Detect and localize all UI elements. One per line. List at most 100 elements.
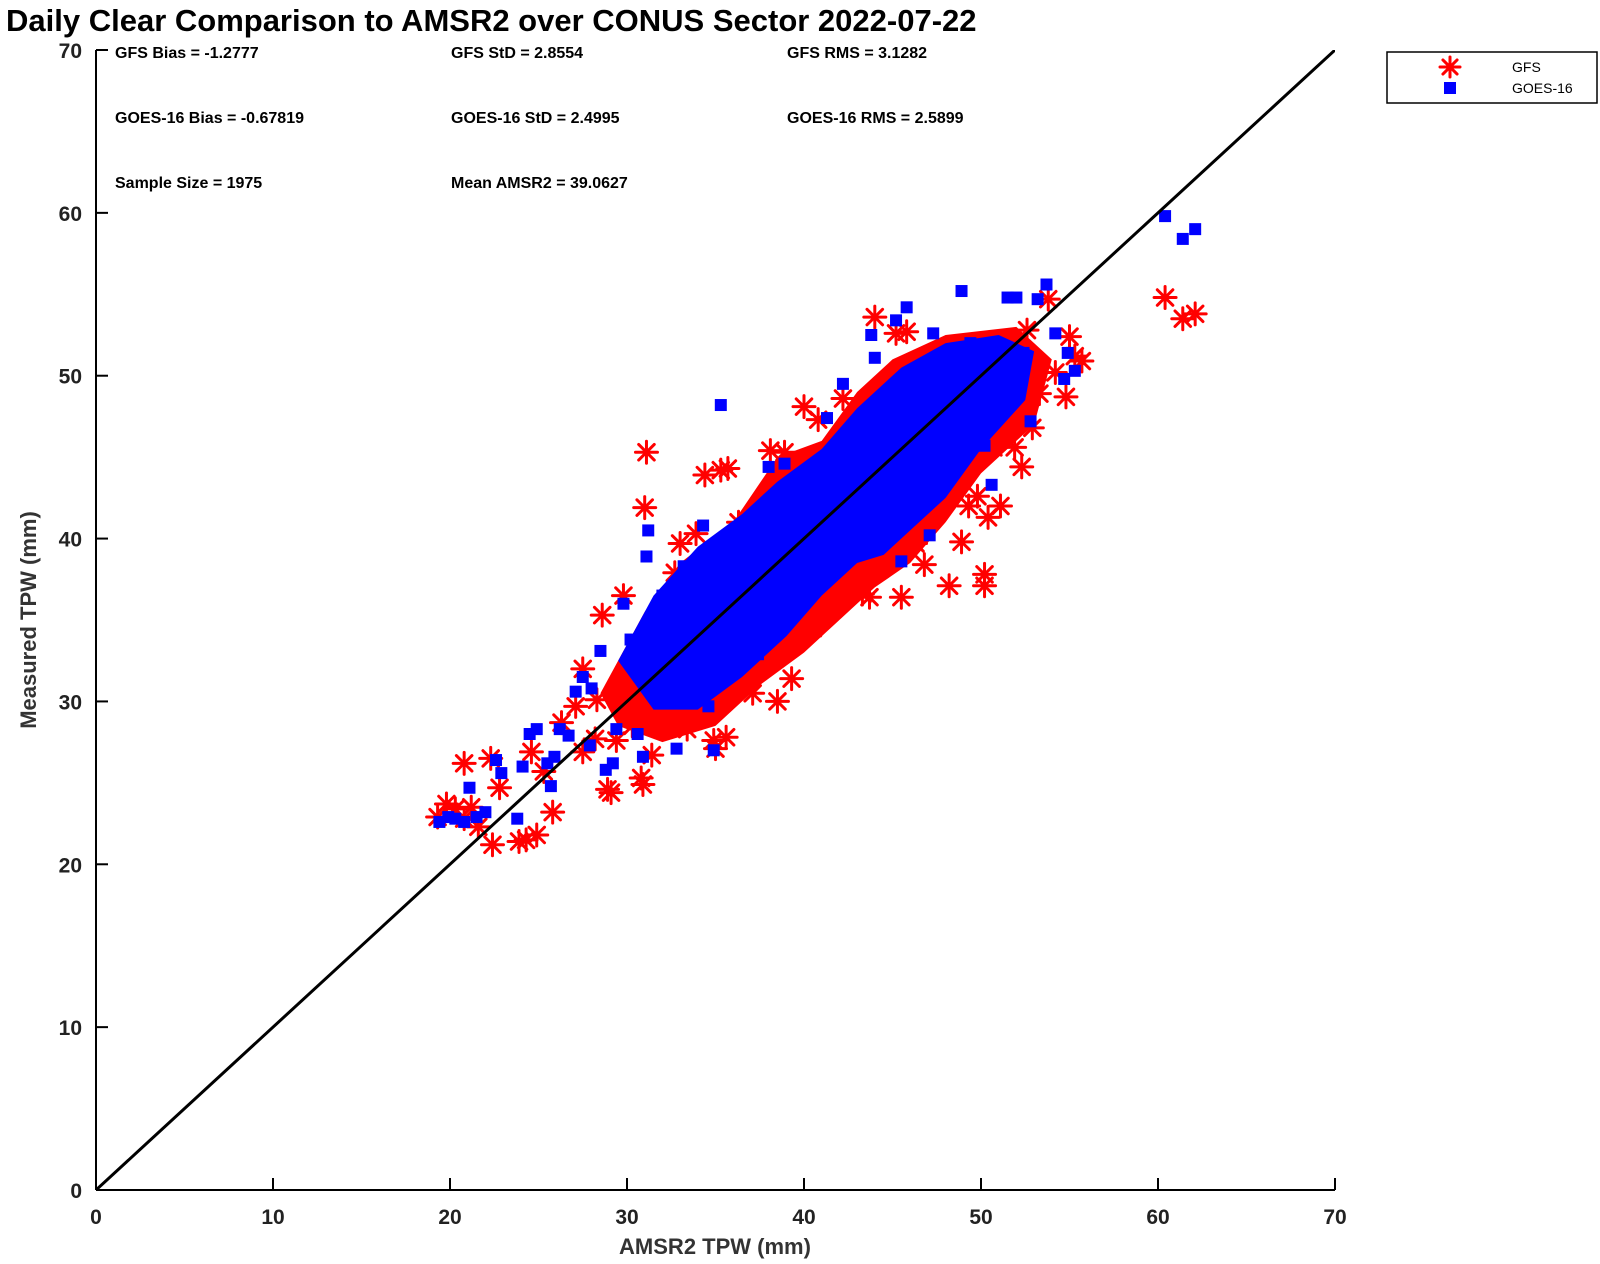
goes-16-point [727,583,740,596]
gfs-point [715,456,741,482]
stat-annotation: GFS StD = 2.8554 [451,45,583,62]
gfs-point [936,573,962,599]
goes-16-point [1061,346,1074,359]
y-tick-label: 0 [70,1180,82,1203]
goes-16-point [978,439,991,452]
x-tick-label: 70 [1323,1206,1346,1229]
goes-16-point [594,644,607,657]
goes-16-point [732,535,745,548]
gfs-point [862,304,888,330]
gfs-point [692,462,718,488]
legend[interactable]: GFS GOES-16 [1386,51,1598,104]
gfs-point [987,493,1013,519]
goes-16-point [1010,291,1023,304]
stat-annotation: GFS RMS = 3.1282 [787,45,927,62]
goes-16-point [458,815,471,828]
x-tick-label: 40 [792,1206,815,1229]
one-to-one-reference-line [96,50,1335,1190]
goes-16-point [511,812,524,825]
gfs-point [518,739,544,765]
gfs-point [524,822,550,848]
gfs-point [764,688,790,714]
gfs-point [451,750,477,776]
chart-title: Daily Clear Comparison to AMSR2 over CON… [6,3,977,38]
stat-annotation: Mean AMSR2 = 39.0627 [451,175,628,192]
gfs-point [740,680,766,706]
goes-16-point [479,806,492,819]
goes-16-point [806,514,819,527]
gfs-point [630,771,656,797]
goes-16-point [923,529,936,542]
y-axis: 0 10 20 30 40 50 60 70 [59,40,108,1203]
goes-16-point [617,597,630,610]
x-tick-label: 50 [969,1206,992,1229]
goes-16-point [642,524,655,537]
goes-16-point [812,565,825,578]
goes-16-point [829,470,842,483]
y-axis-label: Measured TPW (mm) [16,511,41,729]
gfs-point [598,780,624,806]
gfs-point [949,529,975,555]
statistics-annotations: GFS Bias = -1.2777 GFS StD = 2.8554 GFS RM… [115,45,964,192]
goes-16-point [1031,293,1044,306]
gfs-point [1057,324,1082,350]
goes-16-point [544,780,557,793]
gfs-point [972,573,998,599]
x-tick-label: 60 [1146,1206,1169,1229]
gfs-point [479,832,505,858]
goes-16-point [1176,232,1189,245]
goes-16-point [495,767,508,780]
x-tick-label: 10 [261,1206,284,1229]
goes-16-point [844,508,857,521]
stat-annotation: GOES-16 Bias = -0.67819 [115,110,304,127]
gfs-point [540,799,566,825]
gfs-point [830,386,856,412]
goes-16-point [691,662,704,675]
legend-box [1386,51,1598,104]
gfs-point [812,602,838,628]
gfs-point [1182,301,1208,327]
y-tick-label: 10 [59,1017,82,1040]
legend-gfs-marker [1438,55,1462,79]
goes-16-point [714,399,727,412]
goes-16-point [778,457,791,470]
goes-16-point [944,394,957,407]
gfs-point [667,530,693,556]
stat-annotation: Sample Size = 1975 [115,175,262,192]
gfs-point [1152,285,1178,311]
legend-gfs-label: GFS [1512,59,1541,75]
gfs-point [856,584,882,610]
gfs-point [1026,381,1052,407]
goes-16-point [865,329,878,341]
x-axis: 0 10 20 30 40 50 60 70 [90,1178,1347,1229]
goes-16-point [985,478,998,491]
gfs-point [1014,317,1040,343]
goes-16-point [992,368,1005,381]
goes-16-point [610,723,623,736]
goes-16-point [702,700,715,713]
goes-16-point [677,560,690,573]
gfs-point [632,495,658,521]
goes-16-point [585,682,598,695]
goes-16-point [530,723,543,736]
gfs-point [563,693,589,719]
goes-16-point [682,697,695,710]
gfs-point [894,319,920,345]
goes-16-point [1049,327,1062,340]
gfs-point [975,504,1001,530]
goes-16-point [792,591,805,604]
goes-16-point [1024,415,1037,428]
goes-16-point [895,555,908,568]
goes-16-point [463,781,476,794]
goes-16-point [927,327,940,340]
goes-16-point [771,607,784,620]
goes-16-point [1068,364,1081,377]
y-tick-label: 70 [59,40,82,63]
gfs-point [584,687,610,713]
goes-16-point [490,754,503,767]
goes-16-point [1017,346,1030,359]
goes-16-point [1189,223,1202,236]
y-tick-label: 40 [59,529,82,552]
goes-16-point [707,744,720,757]
